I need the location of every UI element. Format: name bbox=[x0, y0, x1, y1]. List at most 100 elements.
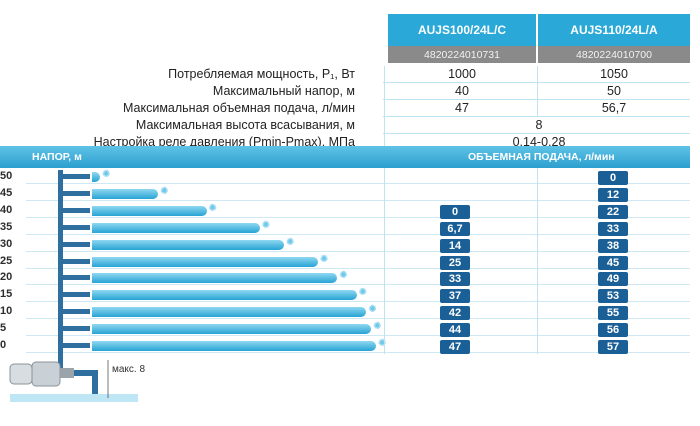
spec-label: Максимальная объемная подача, л/мин bbox=[122, 101, 355, 115]
flow-badge-model-2: 45 bbox=[598, 255, 628, 270]
flow-badge-model-1: 42 bbox=[440, 306, 470, 321]
grid-line bbox=[26, 216, 690, 218]
outlet-pipe bbox=[62, 309, 90, 315]
row-divider bbox=[383, 133, 690, 134]
head-tick-label: 20 bbox=[0, 271, 13, 284]
spray-icon: ✺ bbox=[358, 287, 368, 299]
flow-badge-model-2: 0 bbox=[598, 171, 628, 185]
water-jet bbox=[92, 307, 367, 318]
spec-value-shared: 0,14-0,28 bbox=[512, 135, 566, 149]
spray-icon: ✺ bbox=[286, 236, 295, 248]
flow-badge-model-1: 44 bbox=[440, 323, 470, 338]
spray-icon: ✺ bbox=[261, 219, 271, 231]
flow-badge-model-2: 57 bbox=[598, 340, 628, 354]
grid-line bbox=[26, 301, 690, 303]
water-jet bbox=[92, 324, 372, 335]
head-tick-label: 10 bbox=[0, 305, 13, 318]
row-divider bbox=[383, 99, 690, 100]
head-tick-label: 50 bbox=[0, 170, 13, 182]
flow-badge-model-1: 33 bbox=[440, 272, 470, 287]
spec-row: Настройка реле давления (Pmin-Pmax), МПа… bbox=[0, 134, 700, 151]
spec-value-shared: 8 bbox=[535, 118, 543, 132]
head-tick-label: 30 bbox=[0, 237, 13, 250]
flow-badge-model-1: 37 bbox=[440, 289, 470, 304]
water-jet bbox=[92, 222, 260, 233]
flow-badge-model-2: 49 bbox=[598, 272, 628, 287]
spec-row: Максимальная высота всасывания, м 8 bbox=[0, 117, 700, 134]
flow-badge-model-2: 56 bbox=[598, 323, 628, 338]
spec-label: Настройка реле давления (Pmin-Pmax), МПа bbox=[93, 135, 355, 149]
chart-column-divider bbox=[384, 168, 385, 354]
spray-icon: ✺ bbox=[319, 253, 329, 265]
outlet-pipe bbox=[62, 258, 90, 264]
grid-line bbox=[26, 352, 690, 353]
water-jet bbox=[92, 290, 357, 301]
column-divider bbox=[537, 66, 538, 117]
suction-height-label: макс. 8 bbox=[112, 364, 146, 375]
grid-line bbox=[26, 183, 690, 184]
pump-illustration bbox=[9, 360, 138, 402]
water-jet bbox=[92, 188, 159, 199]
spec-value-model-1: 1000 bbox=[448, 67, 476, 81]
flow-badge-model-2: 33 bbox=[598, 221, 628, 236]
spray-icon: ✺ bbox=[160, 185, 169, 197]
flow-badge-model-1: 25 bbox=[440, 255, 470, 270]
flow-badge-model-2: 55 bbox=[598, 306, 628, 321]
outlet-pipe bbox=[62, 224, 90, 230]
head-axis-label: НАПОР, м bbox=[32, 151, 82, 163]
spec-value-model-2: 1050 bbox=[600, 67, 628, 81]
head-tick-label: 0 bbox=[0, 339, 7, 351]
water-jet bbox=[92, 205, 207, 216]
head-tick-label: 40 bbox=[0, 203, 13, 216]
outlet-pipe bbox=[62, 207, 90, 213]
water-jet bbox=[92, 273, 338, 284]
spray-icon: ✺ bbox=[102, 169, 111, 180]
spray-icon: ✺ bbox=[368, 304, 377, 316]
outlet-pipe bbox=[62, 343, 90, 348]
outlet-pipe bbox=[62, 174, 90, 179]
spec-value-model-1: 40 bbox=[455, 84, 469, 98]
model-1-header: AUJS100/24L/C bbox=[388, 14, 536, 46]
head-tick-label: 25 bbox=[0, 254, 13, 267]
grid-line bbox=[26, 318, 690, 320]
flow-badge-model-2: 12 bbox=[598, 187, 628, 202]
flow-badge-model-1: 0 bbox=[440, 204, 470, 219]
grid-line bbox=[26, 284, 690, 286]
grid-line bbox=[26, 267, 690, 269]
flow-badge-model-1: 6,7 bbox=[440, 221, 470, 236]
head-tick-label: 35 bbox=[0, 220, 13, 233]
water-jet bbox=[92, 172, 100, 182]
row-divider bbox=[383, 82, 690, 83]
flow-badge-model-1: 47 bbox=[440, 340, 470, 354]
grid-line bbox=[26, 335, 690, 337]
head-tick-label: 45 bbox=[0, 186, 13, 199]
water-jet bbox=[92, 256, 318, 267]
spec-row: Максимальный напор, м 40 50 bbox=[0, 83, 700, 100]
spec-value-model-1: 47 bbox=[455, 101, 469, 115]
head-tick-label: 5 bbox=[0, 322, 7, 335]
spec-label: Максимальная высота всасывания, м bbox=[135, 118, 355, 132]
flow-badge-model-2: 22 bbox=[598, 204, 628, 219]
grid-line bbox=[26, 233, 690, 235]
chart-column-divider bbox=[537, 168, 538, 354]
model-2-ean: 4820224010700 bbox=[538, 46, 690, 63]
chart-header-band: НАПОР, м ОБЪЕМНАЯ ПОДАЧА, л/мин bbox=[0, 146, 690, 168]
model-1-ean: 4820224010731 bbox=[388, 46, 536, 63]
grid-line bbox=[26, 250, 690, 252]
outlet-pipe bbox=[62, 241, 90, 247]
outlet-pipe bbox=[62, 275, 90, 281]
table-left-border bbox=[384, 66, 385, 146]
row-divider bbox=[383, 116, 690, 117]
flow-badge-model-1: 14 bbox=[440, 238, 470, 253]
spray-icon: ✺ bbox=[339, 270, 348, 282]
spec-value-model-2: 56,7 bbox=[601, 101, 627, 115]
spray-icon: ✺ bbox=[378, 338, 387, 349]
spray-icon: ✺ bbox=[373, 321, 382, 333]
water-jet bbox=[92, 239, 284, 250]
outlet-pipe bbox=[62, 190, 90, 196]
outlet-pipe bbox=[62, 292, 90, 298]
riser-pipe bbox=[58, 170, 63, 370]
spec-row: Максимальная объемная подача, л/мин 47 56,… bbox=[0, 100, 700, 117]
model-2-header: AUJS110/24L/A bbox=[538, 14, 690, 46]
spec-label: Потребляемая мощность, P₁, Вт bbox=[168, 67, 355, 81]
